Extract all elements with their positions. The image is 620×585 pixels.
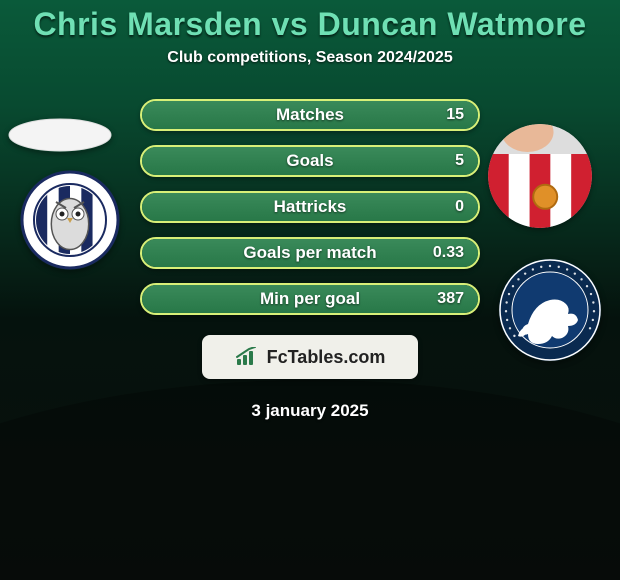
stats-bars: Matches15 Goals5 Hattricks0 Goals per match… bbox=[140, 97, 480, 317]
player2-club-crest bbox=[498, 258, 602, 362]
stat-bar bbox=[140, 145, 480, 177]
stat-row: Goals5 bbox=[140, 143, 480, 179]
stat-value-p2: 5 bbox=[455, 143, 464, 179]
stat-bar bbox=[140, 191, 480, 223]
player2-avatar bbox=[488, 124, 592, 228]
stat-bar bbox=[140, 99, 480, 131]
player1-club-crest bbox=[20, 170, 120, 270]
stat-value-p2: 15 bbox=[446, 97, 464, 133]
subtitle: Club competitions, Season 2024/2025 bbox=[0, 49, 620, 67]
stat-value-p2: 387 bbox=[437, 281, 464, 317]
stat-row: Goals per match0.33 bbox=[140, 235, 480, 271]
page-title: Chris Marsden vs Duncan Watmore bbox=[0, 6, 620, 43]
generated-date: 3 january 2025 bbox=[0, 401, 620, 421]
stat-row: Matches15 bbox=[140, 97, 480, 133]
player1-avatar bbox=[8, 118, 112, 152]
stat-row: Hattricks0 bbox=[140, 189, 480, 225]
badge-text: FcTables.com bbox=[267, 347, 386, 368]
stat-bar bbox=[140, 283, 480, 315]
stat-bar bbox=[140, 237, 480, 269]
stat-row: Min per goal387 bbox=[140, 281, 480, 317]
stat-value-p2: 0.33 bbox=[433, 235, 464, 271]
fctables-badge: FcTables.com bbox=[202, 335, 418, 379]
chart-icon bbox=[235, 347, 261, 367]
stat-value-p2: 0 bbox=[455, 189, 464, 225]
